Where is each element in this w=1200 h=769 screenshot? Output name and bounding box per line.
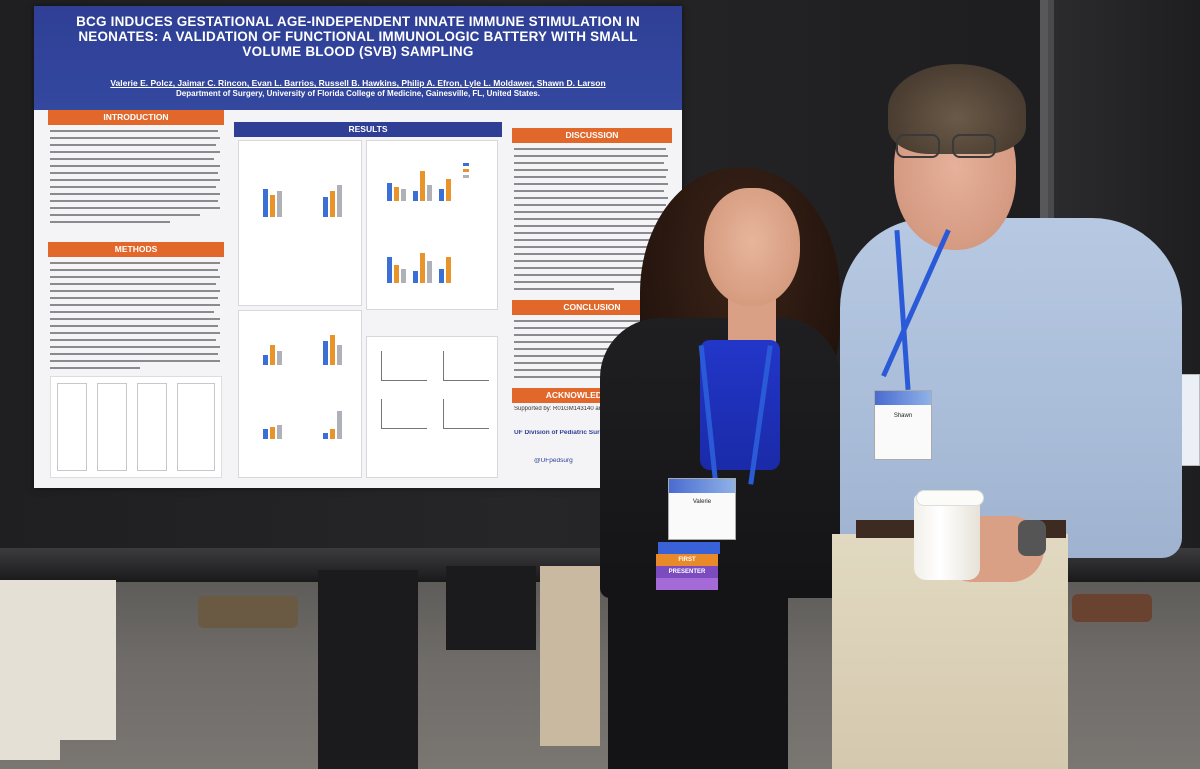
badge-ribbon-presenter: PRESENTER — [656, 566, 718, 578]
woman-badge-name: Valerie — [692, 499, 712, 505]
panel-2-bars-b — [385, 243, 455, 283]
wristwatch — [1018, 520, 1046, 556]
woman-pants — [608, 585, 788, 769]
conclusion-text-lines — [514, 320, 668, 378]
methods-heading: METHODS — [48, 242, 224, 257]
badge-header — [669, 479, 735, 493]
diagram-step-4 — [177, 383, 215, 471]
introduction-heading: INTRODUCTION — [48, 110, 224, 125]
introduction-text — [50, 128, 222, 232]
coffee-cup-lid — [916, 490, 984, 506]
background-person-legs-5 — [540, 566, 600, 746]
conclusion-text — [514, 318, 670, 386]
diagram-step-1 — [57, 383, 87, 471]
line-plot-4 — [443, 399, 489, 429]
badge-ribbon-blue — [658, 542, 720, 554]
panel-3-bars-d — [321, 407, 349, 439]
results-panel-4 — [366, 336, 498, 478]
man-badge-name: Shawn — [893, 413, 913, 419]
poster-authors: Valerie E. Polcz, Jaimar C. Rincon, Evan… — [110, 78, 606, 88]
twitter-handle: @UFpedsurg — [534, 458, 573, 464]
man-name-badge: Shawn — [874, 390, 932, 460]
background-person-legs-2 — [60, 580, 116, 740]
poster-header: BCG INDUCES GESTATIONAL AGE-INDEPENDENT … — [34, 6, 682, 110]
methods-text-lines — [50, 262, 220, 369]
panel-2-legend — [463, 163, 493, 183]
coffee-cup — [914, 494, 980, 580]
line-plot-3 — [381, 399, 427, 429]
badge-ribbon-purple — [656, 578, 718, 590]
eyeglasses — [892, 134, 1004, 160]
background-shoes — [198, 596, 298, 628]
methods-diagram — [50, 376, 222, 478]
discussion-text — [514, 146, 670, 296]
man-shirt — [840, 218, 1182, 558]
panel-2-bars-a — [385, 161, 455, 201]
research-poster: BCG INDUCES GESTATIONAL AGE-INDEPENDENT … — [34, 6, 682, 488]
diagram-step-2 — [97, 383, 127, 471]
background-person-legs-4 — [446, 566, 536, 650]
panel-1-bars-a — [261, 181, 291, 217]
introduction-text-lines — [50, 130, 220, 223]
panel-3-bars-a — [261, 335, 289, 365]
poster-title: BCG INDUCES GESTATIONAL AGE-INDEPENDENT … — [76, 14, 640, 59]
results-panel-2 — [366, 140, 498, 310]
panel-3-bars-c — [261, 411, 289, 439]
panel-1-bars-b — [321, 181, 351, 217]
results-panel-3 — [238, 310, 362, 478]
methods-text — [50, 260, 222, 378]
results-panel-1 — [238, 140, 362, 306]
division-logo: UF Division of Pediatric Surgery — [514, 430, 614, 436]
panel-3-bars-b — [321, 331, 349, 365]
conclusion-heading: CONCLUSION — [512, 300, 672, 315]
discussion-text-lines — [514, 148, 668, 290]
support-text: Supported by: R01GM143140 and T32GM — [514, 406, 627, 412]
woman-name-badge: Valerie — [668, 478, 736, 540]
diagram-step-3 — [137, 383, 167, 471]
line-plot-2 — [443, 351, 489, 381]
background-person-legs-1 — [0, 580, 60, 760]
line-plot-1 — [381, 351, 427, 381]
background-person-legs-3 — [318, 570, 418, 769]
results-heading: RESULTS — [234, 122, 502, 137]
discussion-heading: DISCUSSION — [512, 128, 672, 143]
badge-header — [875, 391, 931, 405]
woman-face — [704, 188, 800, 306]
poster-department: Department of Surgery, University of Flo… — [176, 89, 540, 98]
background-shoe-right — [1072, 594, 1152, 622]
badge-ribbon-first: FIRST — [656, 554, 718, 566]
